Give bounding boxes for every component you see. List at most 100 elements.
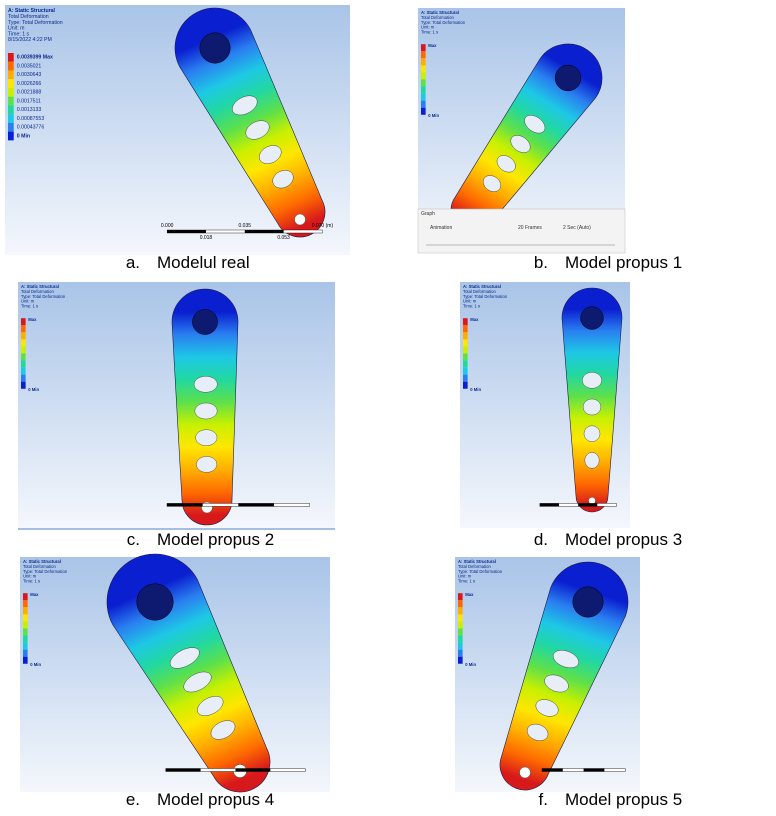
legend-label: 0 Min (465, 662, 476, 667)
end-hole (520, 767, 531, 778)
legend-label: 0 Min (30, 662, 41, 667)
caption-label: c. (127, 530, 140, 549)
legend-swatch (21, 325, 26, 332)
legend-swatch (23, 650, 28, 657)
hub-hole (137, 584, 173, 620)
legend-swatch (8, 123, 14, 132)
scale-bar (235, 769, 270, 772)
scale-bar (540, 503, 559, 506)
legend-swatch (21, 353, 26, 360)
scale-bar (166, 769, 201, 772)
legend-swatch (8, 53, 14, 62)
legend-label: 0 Min (28, 387, 39, 392)
legend-swatch (421, 87, 426, 94)
legend-swatch (23, 628, 28, 635)
legend-swatch (421, 44, 426, 51)
legend-label: 0 Min (17, 133, 30, 139)
toolbar-text: 2 Sec (Auto) (563, 225, 591, 231)
legend-label: Max (465, 592, 474, 597)
hub-hole (192, 309, 217, 334)
legend-swatch (463, 339, 468, 346)
legend-swatch (463, 382, 468, 389)
legend-swatch (8, 62, 14, 71)
info-line: Time: 1 s (23, 578, 40, 583)
legend-swatch (463, 375, 468, 382)
legend-swatch (463, 353, 468, 360)
toolbar (418, 209, 625, 253)
caption-label: b. (534, 253, 548, 272)
hub-hole (573, 587, 603, 617)
panel: A: Static StructuralTotal DeformationTyp… (455, 557, 682, 809)
panel: A: Static StructuralTotal DeformationTyp… (18, 282, 335, 549)
legend-swatch (21, 318, 26, 325)
legend-label: 0 Min (470, 387, 481, 392)
hub-hole (200, 33, 230, 63)
legend-swatch (421, 72, 426, 79)
toolbar-text: Animation (430, 225, 452, 231)
legend-label: 0.0035021 (17, 63, 42, 69)
legend-swatch (21, 368, 26, 375)
legend-label: 0.0017511 (17, 98, 41, 104)
legend-swatch (23, 643, 28, 650)
end-hole (295, 214, 306, 225)
cutout (582, 372, 601, 388)
legend-swatch (463, 318, 468, 325)
scale-bar (167, 503, 203, 506)
legend-swatch (21, 339, 26, 346)
legend-swatch (463, 325, 468, 332)
legend-swatch (421, 65, 426, 72)
info-line: Time: 1 s (21, 303, 38, 308)
cutout (195, 403, 218, 419)
legend-swatch (21, 375, 26, 382)
cutout (585, 452, 599, 468)
scale-bar (542, 769, 563, 772)
legend-swatch (458, 621, 463, 628)
legend-swatch (458, 593, 463, 600)
legend-label: 0 Min (428, 113, 439, 118)
caption-label: f. (539, 790, 548, 809)
caption-label: e. (126, 790, 140, 809)
legend-swatch (8, 97, 14, 106)
scale-label: 0.035 (239, 223, 252, 229)
legend-swatch (23, 600, 28, 607)
caption-text: Model propus 3 (565, 530, 682, 549)
legend-swatch (463, 368, 468, 375)
scale-bar (167, 230, 206, 233)
scale-bar (578, 503, 597, 506)
legend-label: 0.0013133 (17, 107, 42, 113)
legend-label: Max (428, 43, 437, 48)
scale-bar (584, 769, 605, 772)
legend-swatch (8, 79, 14, 88)
legend-swatch (421, 108, 426, 115)
cutout (196, 456, 217, 472)
legend-swatch (23, 657, 28, 664)
caption-label: d. (534, 530, 548, 549)
cutout (583, 399, 601, 415)
legend-swatch (458, 657, 463, 664)
caption-text: Modelul real (157, 253, 250, 272)
legend-label: Max (28, 317, 37, 322)
legend-swatch (458, 600, 463, 607)
legend-swatch (23, 614, 28, 621)
toolbar-text: Graph (421, 211, 435, 217)
legend-swatch (421, 79, 426, 86)
legend-swatch (458, 650, 463, 657)
hub-hole (555, 65, 581, 91)
legend-swatch (23, 607, 28, 614)
legend-swatch (458, 643, 463, 650)
legend-swatch (8, 114, 14, 123)
scale-label: 0.000 (161, 223, 174, 229)
scale-label: 0.070 (m) (312, 223, 334, 229)
legend-label: 0.0039399 Max (17, 55, 53, 61)
legend-swatch (458, 614, 463, 621)
cutout (194, 376, 217, 392)
figure: A: Static StructuralTotal DeformationTyp… (0, 0, 776, 816)
legend-swatch (8, 132, 14, 141)
legend-swatch (8, 105, 14, 114)
legend-swatch (463, 332, 468, 339)
legend-swatch (21, 346, 26, 353)
caption-text: Model propus 1 (565, 253, 682, 272)
legend-label: 0.0026266 (17, 81, 42, 87)
legend-swatch (458, 636, 463, 643)
